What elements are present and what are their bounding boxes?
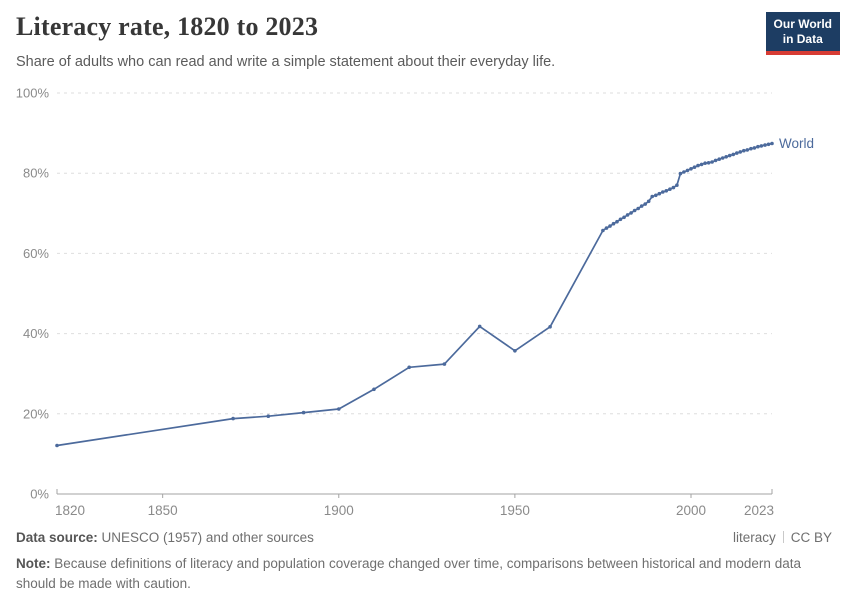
data-point — [615, 219, 619, 224]
license-link[interactable]: CC BY — [790, 530, 832, 545]
data-point — [735, 151, 739, 155]
data-point — [703, 161, 707, 165]
data-point — [625, 213, 630, 217]
data-point — [632, 208, 637, 213]
data-point — [731, 152, 736, 157]
line-chart[interactable]: 0% 20% 40% 60% 80% 100% 1820 1850 1900 1950 2000 20… — [0, 80, 850, 525]
data-point — [643, 202, 647, 206]
data-point — [650, 194, 654, 199]
chart-footer: Data source: UNESCO (1957) and other sou… — [16, 530, 832, 595]
data-point — [301, 410, 306, 415]
data-point — [636, 206, 640, 211]
data-point — [548, 325, 552, 329]
data-point — [752, 146, 757, 150]
data-point — [608, 224, 612, 228]
chart-subtitle: Share of adults who can read and write a… — [16, 54, 556, 70]
y-tick-label: 100% — [16, 86, 50, 101]
data-point — [724, 155, 728, 159]
footer-links: literacy CC BY — [733, 530, 832, 545]
data-point — [372, 387, 376, 392]
data-point — [604, 226, 609, 230]
data-point — [629, 211, 633, 215]
data-point — [766, 142, 771, 147]
y-tick-label: 0% — [30, 487, 49, 502]
data-point — [664, 189, 669, 193]
x-tick-label: 2000 — [676, 503, 706, 518]
chart-title: Literacy rate, 1820 to 2023 — [16, 12, 319, 41]
data-point — [675, 183, 679, 187]
y-tick-label: 80% — [23, 166, 49, 181]
note-label: Note: — [16, 556, 51, 571]
data-source: Data source: UNESCO (1957) and other sou… — [16, 530, 314, 545]
data-point — [710, 160, 714, 164]
note-text: Because definitions of literacy and popu… — [16, 556, 801, 592]
data-point — [231, 416, 235, 421]
y-tick-label: 20% — [23, 406, 49, 421]
owid-logo[interactable]: Our World in Data — [765, 12, 840, 55]
data-point — [727, 153, 732, 158]
data-point — [442, 362, 447, 366]
x-tick-label: 1820 — [55, 503, 85, 518]
data-point — [749, 146, 753, 151]
data-point — [763, 143, 767, 147]
world-line[interactable] — [56, 142, 773, 447]
data-point — [742, 148, 746, 153]
dataset-link[interactable]: literacy — [732, 530, 776, 545]
data-point — [682, 170, 686, 174]
series-label[interactable]: World — [779, 136, 814, 151]
data-source-label: Data source: — [16, 530, 98, 545]
data-point — [601, 228, 605, 233]
data-point — [770, 141, 774, 146]
owid-logo-line1: Our World — [773, 17, 832, 31]
x-tick-label: 1850 — [148, 503, 178, 518]
data-point — [678, 171, 683, 176]
data-point — [689, 167, 693, 171]
y-tick-label: 40% — [23, 326, 49, 341]
x-tick-label: 1950 — [500, 503, 530, 518]
data-point — [671, 185, 676, 190]
data-point — [717, 157, 721, 161]
source-row: Data source: UNESCO (1957) and other sou… — [16, 530, 832, 545]
data-point — [692, 165, 697, 169]
data-point — [706, 161, 711, 165]
data-point — [685, 168, 690, 173]
data-point — [699, 162, 704, 167]
data-point — [745, 148, 750, 152]
data-point — [759, 144, 764, 148]
data-point — [657, 191, 662, 196]
data-point — [639, 204, 644, 208]
x-tick-label: 1900 — [324, 503, 354, 518]
data-point — [611, 221, 616, 226]
data-point — [738, 150, 743, 154]
data-point — [696, 163, 700, 168]
data-point — [622, 215, 626, 220]
data-point — [654, 193, 658, 198]
data-point — [756, 144, 760, 149]
data-point — [513, 349, 517, 353]
data-point — [477, 324, 482, 329]
data-source-text: UNESCO (1957) and other sources — [101, 530, 314, 545]
data-point — [55, 443, 59, 448]
chart-note: Note: Because definitions of literacy an… — [16, 554, 806, 595]
data-point — [618, 217, 623, 222]
data-point — [266, 414, 271, 419]
owid-logo-line2: in Data — [782, 32, 823, 46]
footer-divider — [782, 531, 784, 543]
data-point — [713, 158, 718, 163]
y-tick-label: 60% — [23, 246, 49, 261]
x-tick-label: 2023 — [744, 503, 774, 518]
data-point — [661, 190, 665, 194]
data-point — [646, 199, 651, 204]
data-point — [337, 407, 341, 411]
data-point — [720, 156, 725, 160]
data-point — [407, 365, 412, 370]
data-point — [668, 187, 672, 191]
